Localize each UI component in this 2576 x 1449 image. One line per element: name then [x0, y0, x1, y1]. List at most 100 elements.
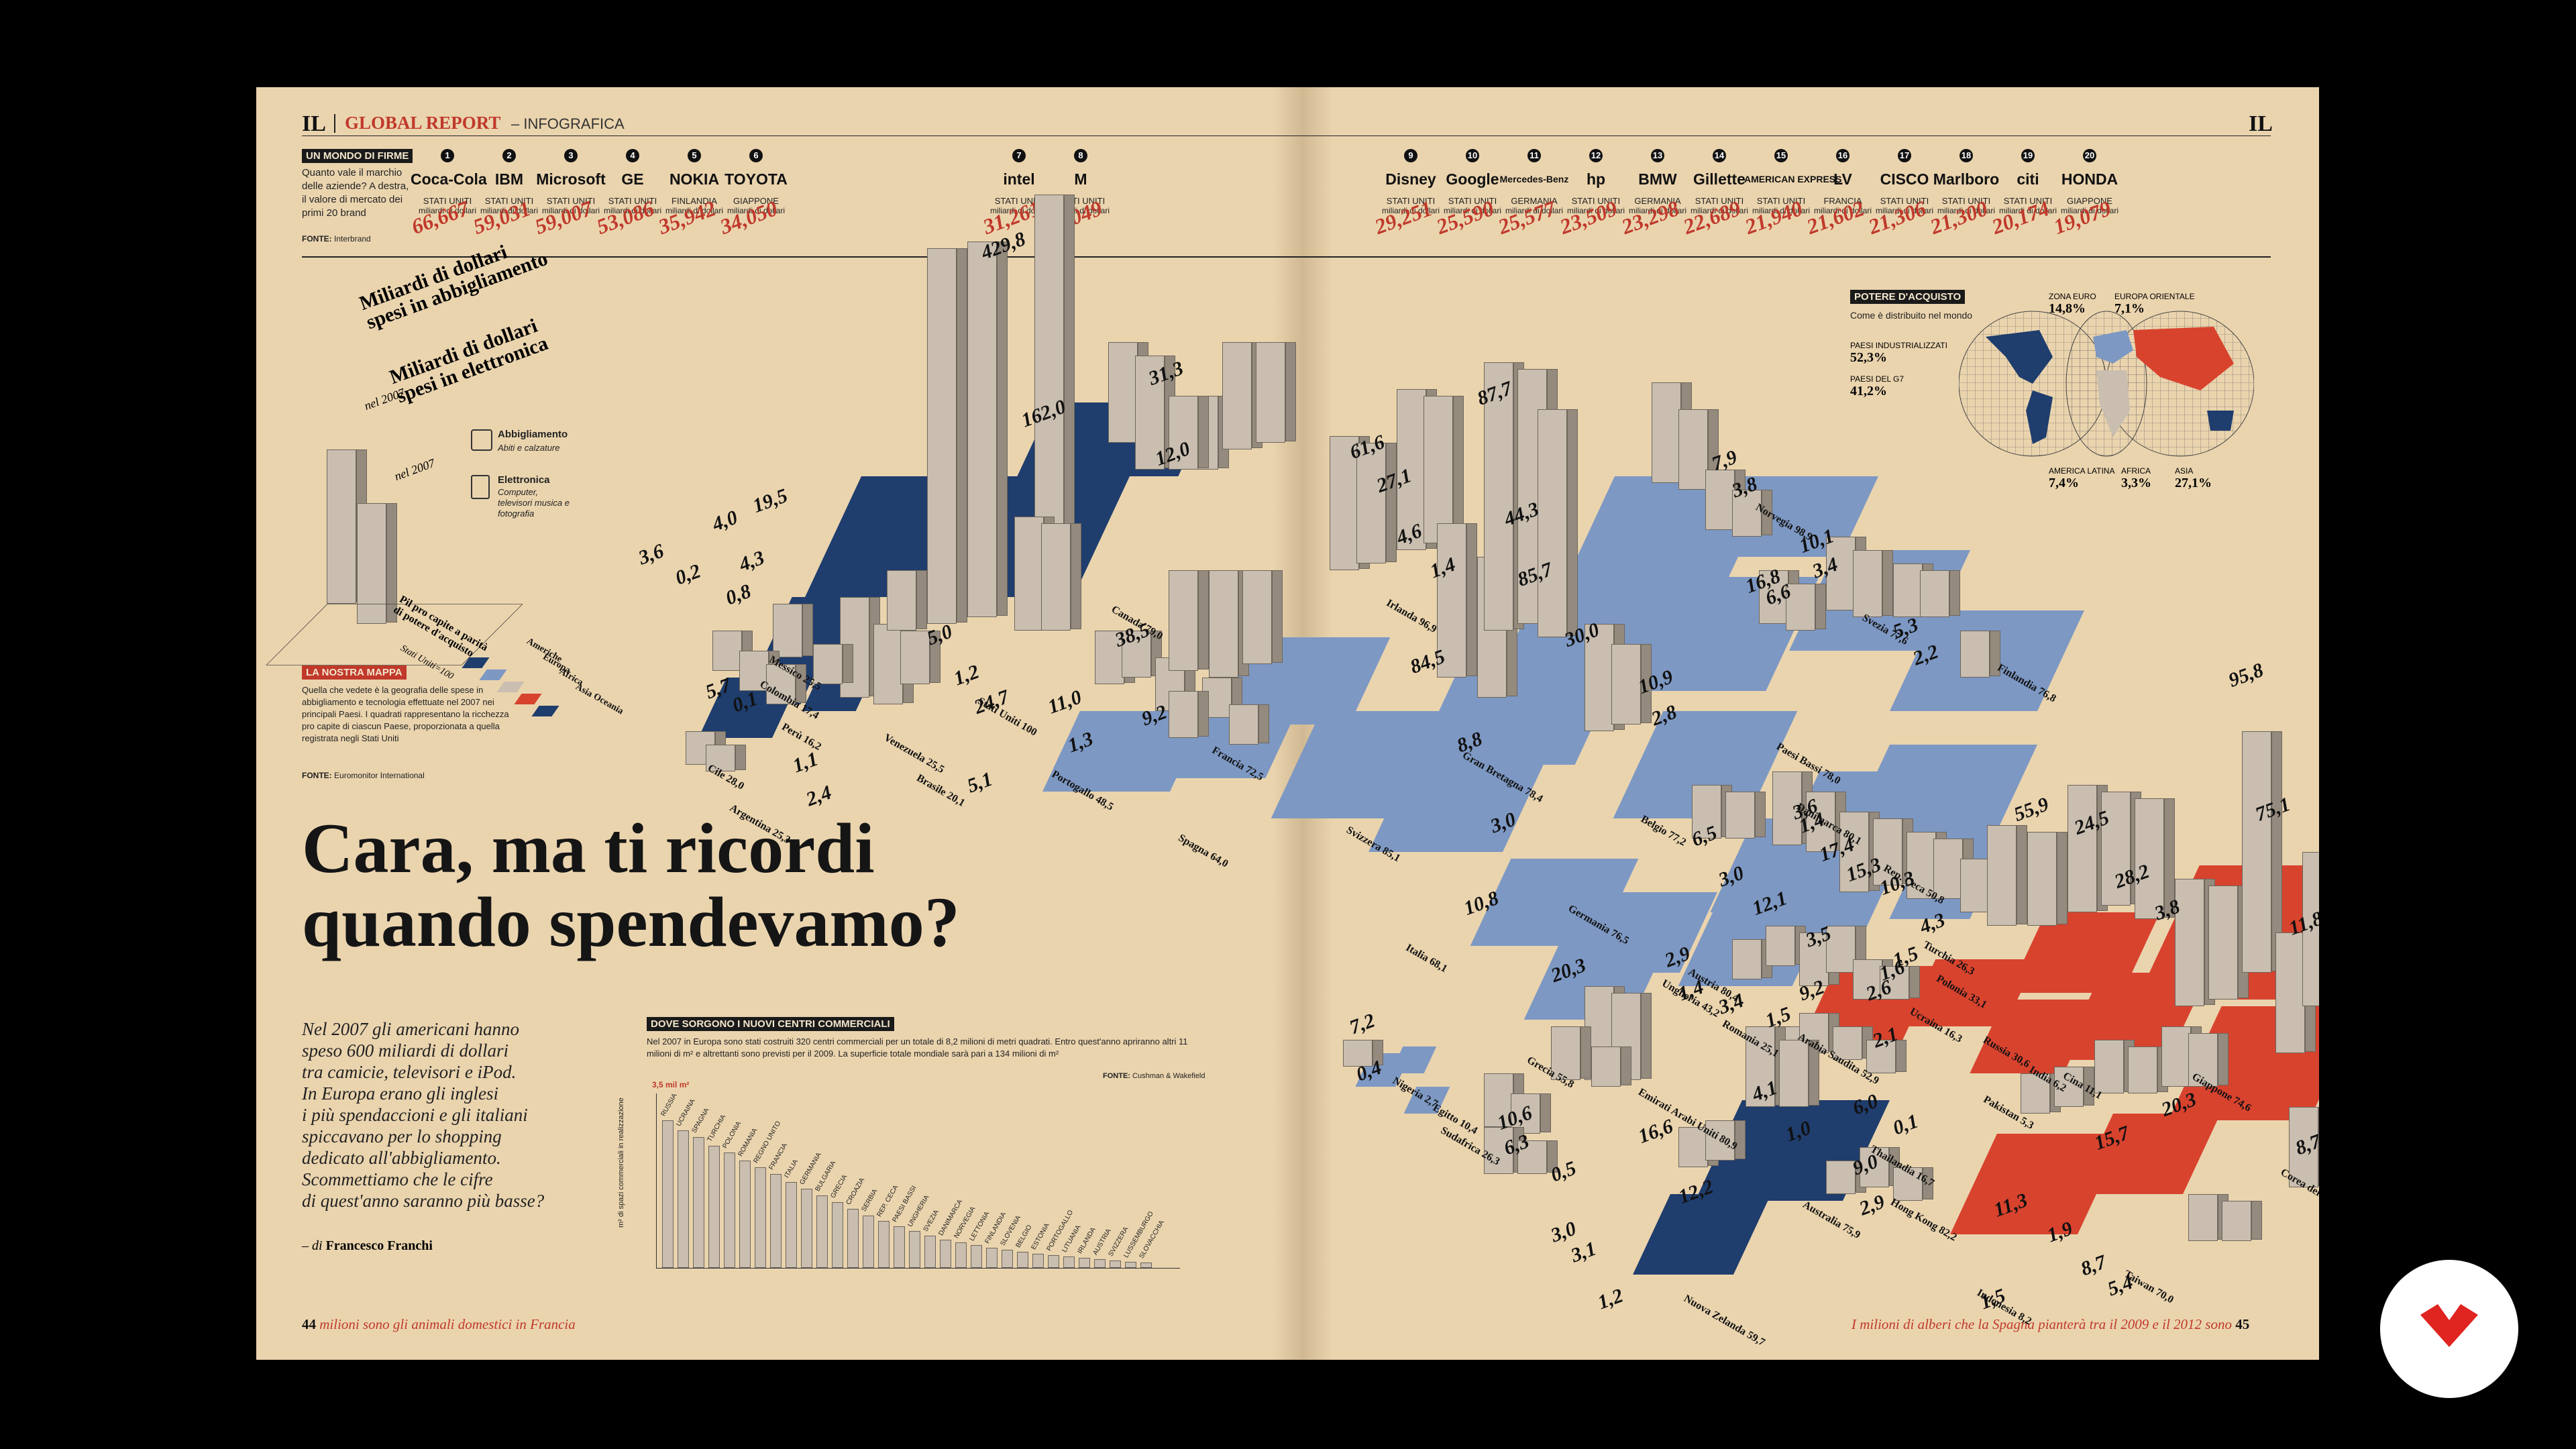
brand-logo: Marlboro [1933, 170, 2000, 188]
spending-bar [1343, 1040, 1383, 1067]
brand-rank: 11 [1527, 149, 1541, 162]
power-item-label: PAESI DEL G7 [1850, 374, 1904, 384]
spending-bar [2188, 1194, 2229, 1241]
value-label: 7,2 [1346, 1009, 1378, 1039]
mall-bar [863, 1216, 874, 1268]
spending-bar [2135, 798, 2175, 919]
brand-unit: miliardi di dollari [1690, 206, 1749, 215]
value-label: 4,3 [736, 546, 767, 576]
map-text: Quella che vedete è la geografia delle s… [302, 685, 509, 743]
brand-logo: Disney [1385, 170, 1436, 188]
mall-country: GRECIA [829, 1173, 849, 1199]
mall-bar [986, 1248, 998, 1268]
mall-bar [878, 1221, 890, 1268]
spending-bar [1209, 570, 1249, 678]
spending-bar [967, 241, 1008, 617]
brand-logo: Google [1446, 170, 1499, 188]
spending-bar [1169, 691, 1209, 738]
value-label: 19,5 [749, 484, 791, 518]
byline-author: Francesco Franchi [325, 1238, 433, 1253]
brand-1: 2 IBM STATI UNITI 59,031 miliardi di dollari [470, 149, 546, 239]
spending-bar [1229, 704, 1269, 745]
brand-unit: miliardi di dollari [1937, 206, 1996, 215]
mall-bar [693, 1137, 704, 1268]
spending-bar [1256, 342, 1296, 443]
brand-rank: 8 [1074, 149, 1087, 162]
brand-rank: 7 [1012, 149, 1026, 162]
brand-logo: hp [1586, 170, 1606, 188]
spending-bar [1880, 966, 1920, 1000]
logo-right: IL [2249, 111, 2273, 136]
header-divider [334, 114, 335, 133]
country-label: Italia 68,1 [1403, 942, 1450, 975]
brand-11: 12 hp STATI UNITI 23,509 miliardi di dollari [1556, 149, 1633, 239]
map-tag: LA NOSTRA MAPPA [302, 665, 407, 680]
value-label: 95,8 [2225, 659, 2267, 692]
brand-unit: miliardi di dollari [2060, 206, 2119, 215]
mall-bar [724, 1152, 735, 1268]
brand-rank: 13 [1651, 149, 1664, 162]
mall-country: RUSSIA [659, 1092, 679, 1118]
brand-logo: GE [621, 170, 644, 188]
mall-bar [1032, 1254, 1044, 1268]
brand-logo: HONDA [2061, 170, 2118, 188]
brand-country: STATI UNITI [546, 196, 596, 206]
country-label: Perù 16,2 [780, 720, 824, 753]
mall-bar [786, 1182, 797, 1268]
brand-country: STATI UNITI [484, 196, 534, 206]
brand-country: STATI UNITI [994, 196, 1044, 206]
map-source: FONTE: Euromonitor International [302, 769, 425, 782]
spending-bar [1893, 1167, 1933, 1201]
brand-logo: NOKIA [669, 170, 720, 188]
spending-bar [2128, 1046, 2168, 1093]
spending-bar [766, 664, 806, 704]
spending-bar [1866, 1040, 1907, 1073]
mall-country: SVEZIA [922, 1208, 941, 1233]
mall-bar [1110, 1260, 1121, 1268]
brand-country: STATI UNITI [1695, 196, 1744, 206]
footer-right: I milioni di alberi che la Spagna piante… [1851, 1316, 2249, 1333]
value-label: 8,7 [2078, 1250, 2109, 1281]
power-sub: Come è distribuito nel mondo [1850, 310, 1973, 321]
mall-bar [678, 1130, 689, 1268]
spending-bar [1860, 1147, 1900, 1187]
spending-bar [1746, 1026, 1786, 1107]
key-electronics-sub: Computer, televisori musica e fotografia [498, 487, 570, 519]
power-item-label: ASIA [2175, 466, 2194, 476]
brand-9: 10 Google STATI UNITI 25,590 miliardi di dol… [1433, 149, 1509, 239]
spending-bar [2068, 785, 2108, 912]
legend-oceania: Oceania [591, 691, 625, 717]
brand-rank: 4 [626, 149, 639, 162]
brand-country: STATI UNITI [1756, 196, 1806, 206]
world-map [1958, 310, 2255, 458]
power-item-value: 14,8% [2049, 301, 2086, 316]
value-label: 0,2 [672, 559, 704, 590]
spending-bar [1960, 631, 2000, 678]
spending-bar [873, 624, 914, 704]
power-item: PAESI INDUSTRIALIZZATI 52,3% [1850, 341, 1947, 366]
footer-left-text: milioni sono gli animali domestici in Fr… [319, 1316, 576, 1332]
brand-unit: miliardi di dollari [480, 206, 539, 215]
mall-country: TURCHIA [706, 1114, 728, 1143]
spending-bar [1692, 785, 1732, 839]
brand-rank: 3 [564, 149, 578, 162]
malls-tag: DOVE SORGONO I NUOVI CENTRI COMMERCIALI [647, 1017, 894, 1031]
brand-country: STATI UNITI [608, 196, 657, 206]
spending-bar [1222, 342, 1263, 449]
power-item-label: AFRICA [2121, 466, 2151, 476]
spending-bar [2161, 1026, 2202, 1087]
lede-line: dedicato all'abbigliamento. [302, 1148, 501, 1168]
mall-bar [940, 1240, 951, 1268]
key-clothing-sub: Abiti e calzature [498, 443, 560, 453]
spending-bar [2275, 932, 2316, 1053]
spending-bar [1705, 470, 1746, 530]
brand-rank: 1 [441, 149, 454, 162]
spending-bar [2188, 1033, 2229, 1087]
brand-country: GIAPPONE [2067, 196, 2112, 206]
country-tile [1633, 1194, 1771, 1275]
brand-country: STATI UNITI [1571, 196, 1621, 206]
lede-line: i più spendaccioni e gli italiani [302, 1105, 528, 1125]
brand-logo: AMERICAN EXPRESS [1744, 174, 1842, 184]
brand-unit: miliardi di dollari [1443, 206, 1502, 215]
brand-unit: miliardi di dollari [1998, 206, 2057, 215]
